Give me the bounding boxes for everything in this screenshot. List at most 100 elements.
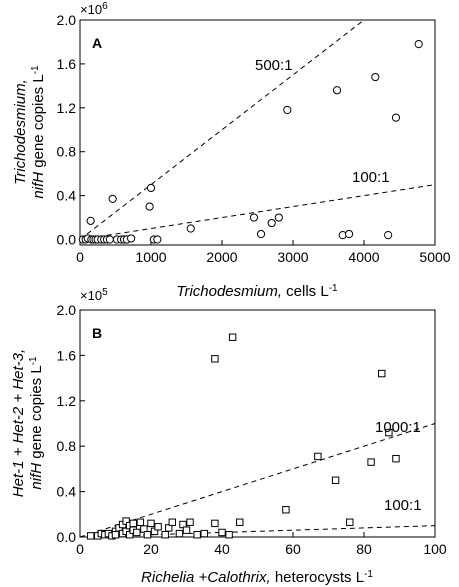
- y-multiplier: ×106: [80, 1, 108, 17]
- data-point: [391, 113, 401, 122]
- data-point: [218, 528, 226, 537]
- data-point: [385, 428, 393, 437]
- data-point: [332, 86, 342, 95]
- data-point: [182, 526, 191, 534]
- data-point: [228, 333, 237, 341]
- data-point: [384, 231, 393, 240]
- y-tick-label: 0.0: [57, 529, 77, 545]
- panel-letter: B: [92, 325, 102, 341]
- ratio-line: [79, 19, 365, 240]
- data-point: [249, 213, 259, 222]
- y-axis-title-line1: Trichodesmium,: [12, 79, 29, 185]
- x-tick-label: 0: [76, 541, 84, 557]
- data-point: [346, 518, 354, 526]
- data-point: [136, 518, 145, 526]
- data-point: [145, 202, 154, 211]
- data-point: [267, 218, 276, 228]
- data-point: [86, 532, 95, 540]
- data-point: [236, 518, 244, 526]
- y-tick-label: 1.6: [57, 56, 77, 72]
- data-point: [133, 528, 141, 537]
- data-point: [168, 518, 177, 526]
- data-point: [200, 529, 208, 538]
- data-point: [86, 216, 95, 225]
- x-axis-title: Trichodesmium, cells L-1: [176, 283, 338, 300]
- data-point: [129, 519, 137, 528]
- data-point: [161, 531, 169, 539]
- x-tick-label: 2000: [206, 249, 237, 265]
- data-point: [314, 452, 322, 461]
- x-tick-label: 80: [356, 541, 372, 557]
- data-point: [282, 506, 290, 514]
- panel-b: ×105 B 0 20 40 60 80 100 0.0 0.4 0.8 1.2 1.6 2.0 10…: [10, 287, 447, 586]
- ratio-label-1000: 1000:1: [375, 419, 421, 436]
- y-tick-label: 2.0: [57, 12, 77, 28]
- y-axis-title-line1: Het-1 + Het-2 + Het-3,: [10, 349, 27, 497]
- data-point: [127, 234, 136, 243]
- data-point: [154, 523, 162, 531]
- y-tick-label: 0.4: [57, 188, 77, 204]
- y-tick-label: 0.4: [57, 484, 77, 500]
- ratio-label-100: 100:1: [384, 497, 422, 514]
- data-point: [186, 224, 195, 233]
- data-point: [274, 213, 283, 222]
- axis-ticks: 0 20 40 60 80 100 0.0 0.4 0.8 1.2 1.6 2.0: [57, 302, 447, 557]
- data-points: [78, 40, 423, 244]
- data-point: [146, 183, 156, 193]
- panel-a: ×106 A 0 1000 2000 3000 4000 5000 0.0 0.4 0.8 1.2…: [12, 1, 451, 300]
- data-point: [225, 531, 233, 539]
- y-axis-title-line2: nifH gene copies L-1: [30, 65, 47, 199]
- x-tick-label: 3000: [277, 249, 308, 265]
- data-point: [153, 235, 162, 244]
- ratio-lines: [79, 19, 436, 241]
- y-tick-label: 2.0: [57, 302, 77, 318]
- ratio-lines: [79, 423, 436, 538]
- axis-ticks: 0 1000 2000 3000 4000 5000 0.0 0.4 0.8 1.2 1.6 2.0: [57, 12, 451, 265]
- data-point: [193, 531, 201, 539]
- y-tick-label: 1.2: [57, 100, 77, 116]
- ratio-line: [79, 184, 436, 241]
- data-point: [331, 476, 340, 484]
- ratio-label-100: 100:1: [352, 169, 390, 186]
- x-tick-label: 100: [423, 541, 447, 557]
- x-axis-title: Richelia +Calothrix, heterocysts L-1: [141, 569, 373, 586]
- data-point: [344, 229, 354, 239]
- x-tick-label: 60: [285, 541, 301, 557]
- y-axis-title: Trichodesmium, nifH gene copies L-1: [12, 65, 47, 199]
- data-point: [367, 458, 375, 466]
- data-point: [371, 72, 380, 82]
- data-point: [108, 194, 117, 204]
- data-point: [111, 531, 120, 539]
- data-point: [105, 235, 114, 244]
- panel-letter: A: [92, 35, 102, 51]
- x-tick-label: 1000: [135, 249, 166, 265]
- data-point: [283, 105, 292, 115]
- x-tick-label: 40: [214, 541, 230, 557]
- x-tick-label: 0: [76, 249, 84, 265]
- data-point: [211, 519, 219, 528]
- data-point: [256, 229, 266, 239]
- data-point: [414, 40, 423, 49]
- data-point: [211, 355, 219, 363]
- data-point: [143, 531, 152, 539]
- ratio-line: [79, 423, 436, 538]
- y-tick-label: 0.8: [57, 144, 77, 160]
- y-axis-title: Het-1 + Het-2 + Het-3, nifH gene copies …: [10, 349, 45, 497]
- data-points: [86, 333, 400, 540]
- y-tick-label: 0.0: [57, 232, 77, 248]
- data-point: [378, 369, 386, 378]
- data-point: [186, 518, 194, 526]
- x-tick-label: 4000: [348, 249, 379, 265]
- x-tick-label: 5000: [419, 249, 450, 265]
- y-axis-title-line2: nifH gene copies L-1: [28, 356, 45, 490]
- data-point: [147, 519, 155, 528]
- data-point: [392, 454, 400, 463]
- ratio-label-500: 500:1: [255, 57, 293, 74]
- plot-frame: [79, 19, 436, 246]
- data-point: [175, 529, 184, 538]
- y-tick-label: 1.2: [57, 393, 77, 409]
- y-tick-label: 1.6: [57, 347, 77, 363]
- y-tick-label: 0.8: [57, 438, 77, 454]
- x-tick-label: 20: [143, 541, 159, 557]
